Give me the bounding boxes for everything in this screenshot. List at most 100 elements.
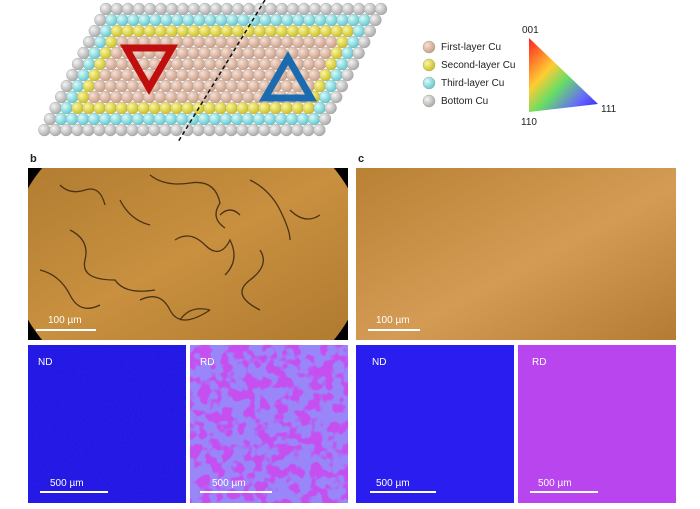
- atom: [347, 13, 360, 27]
- red-triangle: [119, 44, 179, 96]
- atom: [165, 24, 178, 38]
- atom: [341, 2, 355, 16]
- atom: [307, 112, 321, 126]
- atom: [88, 46, 101, 60]
- atom: [121, 2, 135, 16]
- atom: [242, 90, 255, 104]
- atom: [263, 112, 277, 126]
- atom: [336, 13, 349, 27]
- atom: [66, 68, 79, 82]
- atom: [369, 13, 382, 27]
- legend-swatch: [422, 40, 436, 54]
- atom: [94, 35, 107, 49]
- atom: [220, 24, 233, 38]
- atom: [330, 90, 343, 104]
- atom: [170, 57, 184, 71]
- atom: [77, 90, 90, 104]
- atom: [247, 79, 260, 93]
- atom: [324, 79, 337, 93]
- blue-triangle: [258, 50, 318, 102]
- atom: [121, 24, 134, 38]
- atom: [132, 24, 145, 38]
- atom: [170, 101, 183, 115]
- atom: [120, 112, 134, 126]
- atom: [148, 101, 161, 115]
- atom: [198, 24, 211, 38]
- atom: [49, 123, 62, 137]
- atom: [204, 35, 217, 49]
- atom: [363, 2, 377, 16]
- atom: [154, 90, 167, 104]
- atom: [341, 46, 354, 60]
- atom: [297, 46, 310, 60]
- atom: [110, 90, 123, 104]
- atom: [231, 2, 245, 16]
- atom: [258, 101, 271, 115]
- atom: [170, 123, 183, 137]
- atom: [165, 90, 178, 104]
- atom: [110, 46, 123, 60]
- atom: [236, 79, 249, 93]
- atom: [220, 2, 234, 16]
- atom: [88, 24, 101, 38]
- atom: [82, 123, 95, 137]
- atom: [275, 2, 289, 16]
- atom: [192, 123, 205, 137]
- legend-label: Third-layer Cu: [441, 78, 504, 89]
- atom: [104, 101, 117, 115]
- atom: [182, 35, 195, 49]
- ebsd-map: ND 500 µm: [28, 345, 186, 503]
- atom: [137, 101, 150, 115]
- atom: [226, 13, 239, 27]
- atom: [285, 112, 299, 126]
- atom: [99, 68, 112, 82]
- atom: [231, 90, 244, 104]
- atom: [308, 46, 321, 60]
- atom: [126, 79, 139, 93]
- atom: [153, 112, 167, 126]
- atom: [269, 101, 282, 115]
- atom: [270, 13, 283, 27]
- atom: [215, 13, 228, 27]
- legend: First-layer Cu Second-layer Cu Third-lay…: [422, 40, 515, 108]
- atom: [132, 2, 146, 16]
- atom: [83, 35, 96, 49]
- atom: [219, 112, 233, 126]
- atom: [182, 13, 195, 27]
- ipf-label: 001: [522, 25, 539, 36]
- atom: [259, 13, 272, 27]
- atom: [82, 101, 95, 115]
- atom: [187, 2, 201, 16]
- atom: [60, 101, 73, 115]
- atom: [269, 123, 282, 137]
- atom: [71, 123, 84, 137]
- scale-label: 100 µm: [48, 315, 82, 326]
- atom: [187, 46, 200, 60]
- map-nd: [356, 345, 514, 503]
- atom: [319, 46, 332, 60]
- atom: [115, 57, 129, 71]
- image: [356, 168, 676, 340]
- atom: [313, 123, 326, 137]
- atom: [187, 90, 200, 104]
- legend-label: First-layer Cu: [441, 42, 501, 53]
- atom: [352, 2, 366, 16]
- atom: [319, 90, 332, 104]
- atom: [253, 24, 266, 38]
- ipf-triangle: [529, 38, 598, 112]
- atom: [258, 123, 271, 137]
- atom: [109, 112, 123, 126]
- atom: [296, 112, 310, 126]
- atom: [104, 123, 117, 137]
- atom: [60, 79, 73, 93]
- atom: [93, 57, 107, 71]
- legend-swatch: [422, 76, 436, 90]
- atom: [66, 90, 79, 104]
- atom: [258, 57, 272, 71]
- atom: [325, 13, 338, 27]
- atom: [88, 90, 101, 104]
- atom: [198, 46, 211, 60]
- atom: [127, 13, 140, 27]
- atom: [302, 123, 315, 137]
